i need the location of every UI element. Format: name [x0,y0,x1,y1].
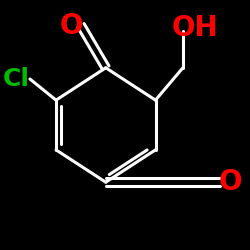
Text: OH: OH [172,14,218,42]
Text: O: O [218,168,242,196]
Text: O: O [59,12,83,40]
Text: Cl: Cl [3,67,30,91]
